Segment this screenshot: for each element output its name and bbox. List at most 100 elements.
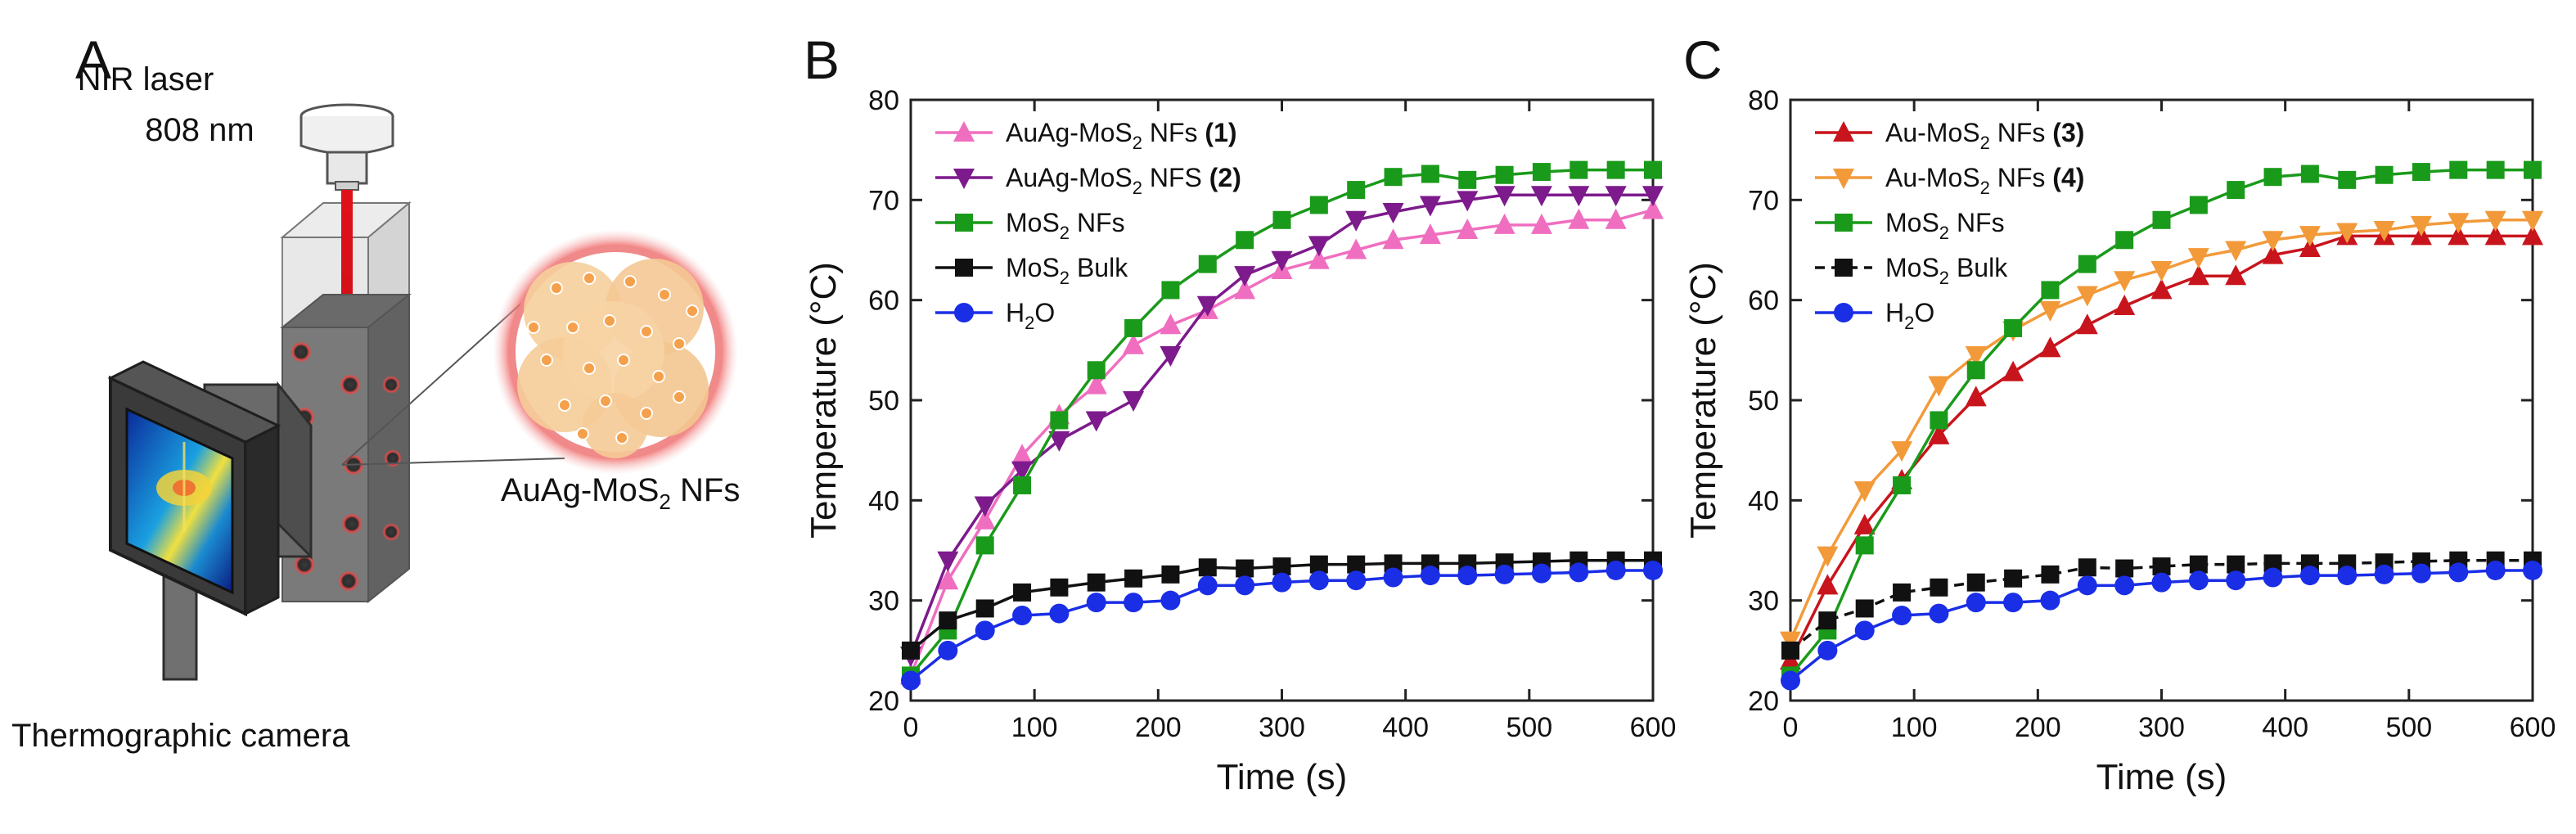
x-tick-label: 600 (1630, 712, 1677, 743)
data-point (1929, 603, 1949, 624)
data-point (1966, 361, 1985, 380)
data-point (1160, 345, 1182, 367)
nanoflower-label: AuAg-MoS2 NFs (501, 472, 740, 514)
data-point (1965, 345, 1987, 367)
data-point (1382, 203, 1404, 224)
data-point (2115, 231, 2134, 250)
data-point (2152, 557, 2171, 576)
legend-label: MoS2 NFs (1885, 208, 2005, 243)
y-tick-label: 40 (868, 485, 899, 516)
data-point (1309, 196, 1328, 214)
data-point (1853, 481, 1876, 503)
data-point (1345, 238, 1367, 259)
data-point (2076, 286, 2098, 307)
data-point (2077, 575, 2097, 596)
data-point (2150, 260, 2173, 282)
data-point (2078, 255, 2096, 273)
legend-entry: AuAg-MoS2 NFs (1) (935, 118, 1237, 153)
data-point (2151, 572, 2172, 593)
data-point (1966, 593, 1986, 613)
data-point (2078, 558, 2096, 577)
data-point (2188, 570, 2209, 591)
y-axis-title: Temperature (°C) (1683, 262, 1723, 539)
data-point (2524, 160, 2542, 179)
y-tick-label: 70 (868, 185, 899, 216)
legend-marker (1835, 214, 1853, 232)
data-point (1086, 593, 1106, 613)
data-point (975, 599, 994, 618)
legend-marker (954, 303, 974, 322)
data-point (1642, 198, 1664, 219)
nanoflower-zoom-icon (493, 229, 738, 475)
data-point (1085, 411, 1107, 432)
data-point (2150, 278, 2173, 300)
data-point (2225, 264, 2247, 286)
data-point (2411, 563, 2431, 584)
data-point (2522, 210, 2543, 232)
data-point (975, 620, 995, 641)
data-point (1383, 567, 1403, 588)
panel-c: C 0 100 200 300 400 500 600 20 30 40 50 60 70 80 Time … (1683, 29, 2556, 797)
data-point (1854, 620, 1875, 641)
x-axis-title: Time (s) (2096, 757, 2227, 797)
data-point (2041, 565, 2060, 584)
legend-label: Au-MoS2 NFs (3) (1885, 118, 2084, 153)
x-tick-label: 300 (2138, 712, 2185, 743)
x-tick-label: 500 (2385, 712, 2432, 743)
data-point (2225, 241, 2247, 262)
series-h2o (1781, 560, 2542, 691)
data-point (1457, 219, 1479, 240)
legend-label: AuAg-MoS2 NFs (1) (1006, 118, 1237, 153)
data-point (1493, 186, 1515, 207)
data-point (1234, 278, 1256, 300)
data-point (1197, 575, 1218, 596)
data-point (2299, 237, 2321, 258)
data-point (2114, 295, 2136, 316)
panel-b: B 0 100 200 300 400 500 600 20 30 40 50 60 70 80 Time … (804, 29, 1676, 797)
data-point (1930, 411, 1948, 430)
data-point (2040, 590, 2060, 611)
data-point (1605, 186, 1627, 207)
chart-c: 0 100 200 300 400 500 600 20 30 40 50 60 70 80 Time (s… (1683, 85, 2556, 797)
data-point (1965, 385, 1987, 407)
data-point (975, 536, 994, 555)
laser-icon (299, 103, 394, 191)
data-point (2299, 566, 2320, 586)
data-point (1928, 423, 1950, 444)
legend-entry: MoS2 Bulk (1815, 253, 2008, 288)
data-point (1308, 248, 1330, 269)
data-point (2002, 360, 2024, 381)
data-point (1493, 213, 1515, 234)
y-tick-label: 40 (1748, 485, 1779, 516)
x-tick-label: 0 (1783, 712, 1799, 743)
panel-label-b: B (804, 29, 840, 90)
data-point (1087, 361, 1106, 380)
data-point (2522, 224, 2543, 246)
data-point (1382, 228, 1404, 250)
data-point (1530, 186, 1552, 207)
legend-marker (955, 259, 973, 277)
data-point (1458, 170, 1477, 189)
legend-marker (1835, 259, 1853, 277)
data-point (2004, 569, 2023, 588)
data-point (1308, 570, 1329, 591)
data-point (1272, 210, 1291, 229)
data-point (2412, 163, 2430, 182)
data-point (1781, 641, 1799, 660)
data-point (2115, 559, 2134, 578)
data-point (1085, 373, 1107, 394)
y-tick-label: 30 (868, 586, 899, 617)
legend-marker (955, 214, 973, 232)
legend-marker (1833, 121, 1854, 142)
data-point (2152, 210, 2171, 229)
x-tick-label: 100 (1011, 712, 1058, 743)
data-point (1494, 564, 1515, 584)
data-point (2263, 168, 2282, 187)
data-point (2484, 210, 2506, 232)
series-line (1789, 558, 2533, 652)
data-point (1644, 160, 1662, 179)
x-tick-label: 600 (2510, 712, 2556, 743)
data-point (1050, 578, 1069, 597)
data-point (1781, 670, 1800, 691)
